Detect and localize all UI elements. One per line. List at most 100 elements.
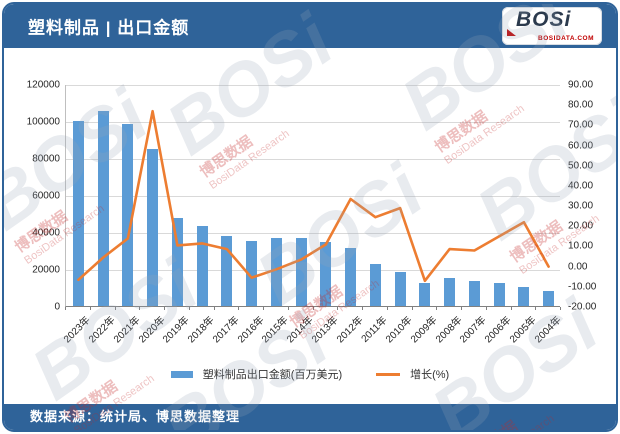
growth-line — [77, 109, 550, 283]
right-axis-labels: 90.00 80.00 70.00 60.00 50.00 40.00 30.00 20.00… — [568, 80, 616, 313]
x-axis-tick — [436, 307, 438, 310]
bar-2021年 — [122, 123, 134, 306]
x-axis-tick — [362, 307, 363, 310]
x-tick-label: 2012年 — [334, 314, 366, 346]
right-tick-label: 40.00 — [568, 180, 594, 192]
page-title: 塑料制品 | 出口金额 — [28, 18, 190, 38]
left-tick-label: 60000 — [32, 190, 60, 202]
legend: 塑料制品出口金额(百万美元) 增长(%) — [4, 366, 616, 382]
bar-2020年 — [147, 148, 159, 306]
right-tick-label: -20.00 — [568, 301, 597, 313]
legend-bar-label: 塑料制品出口金额(百万美元) — [202, 369, 343, 381]
x-axis-tick — [65, 307, 66, 310]
x-axis-tick — [411, 307, 413, 310]
bar-2016年 — [246, 240, 258, 306]
left-tick-label: 40000 — [32, 227, 60, 239]
x-axis-tick — [535, 307, 537, 310]
x-axis-tick — [139, 307, 141, 310]
right-tick-label: 80.00 — [568, 99, 594, 111]
bosi-logo: BOSi BOSIDATA.COM — [502, 7, 602, 45]
bar-2007年 — [468, 280, 480, 306]
x-axis-tick — [337, 307, 339, 310]
left-axis-labels: 120000 100000 80000 60000 40000 20000 0 — [4, 80, 60, 313]
gridline — [66, 270, 560, 271]
bar-2010年 — [394, 272, 406, 306]
data-source-text: 数据来源：统计局、博思数据整理 — [30, 409, 241, 424]
bar-2004年 — [543, 290, 555, 306]
bar-2018年 — [196, 226, 208, 306]
right-tick-label: 70.00 — [568, 119, 594, 131]
x-tick-label: 2014年 — [285, 314, 316, 346]
x-axis-tick — [560, 307, 561, 310]
x-axis-tick — [213, 307, 215, 310]
x-axis-tick — [188, 307, 190, 310]
right-tick-label: 10.00 — [568, 240, 594, 252]
x-tick-label: 2005年 — [507, 314, 539, 346]
bar-2022年 — [97, 110, 109, 306]
right-tick-label: 50.00 — [568, 160, 594, 172]
header-bar: 塑料制品 | 出口金额 BOSi BOSIDATA.COM — [4, 4, 616, 48]
gridline — [66, 233, 560, 234]
right-tick-label: 90.00 — [568, 79, 594, 91]
x-axis-tick — [164, 307, 165, 310]
bar-2023年 — [72, 121, 84, 306]
x-tick-label: 2006年 — [483, 314, 514, 346]
right-tick-label: 30.00 — [568, 200, 594, 212]
logo-text: BOSi — [516, 8, 572, 31]
x-tick-label: 2015年 — [260, 314, 291, 346]
bar-2006年 — [493, 283, 505, 306]
x-tick-label: 2013年 — [309, 314, 341, 346]
logo-flag-icon — [507, 29, 516, 36]
bar-2015年 — [270, 238, 282, 306]
x-axis-tick — [386, 307, 388, 310]
x-axis-tick — [287, 307, 289, 310]
bar-2011年 — [369, 264, 381, 306]
gridline — [66, 159, 560, 160]
bar-2012年 — [345, 248, 357, 306]
x-axis-tick — [89, 307, 91, 310]
plot-area — [65, 85, 560, 307]
legend-line-swatch — [376, 372, 401, 376]
bar-2014年 — [295, 238, 307, 306]
x-axis-tick — [263, 307, 264, 310]
x-axis-labels: 2023年 2022年 2021年 2020年 2019年 2018年 2017年 2016年… — [62, 307, 564, 361]
bar-2008年 — [444, 278, 456, 306]
gridline — [66, 85, 560, 86]
right-tick-label: 20.00 — [568, 220, 594, 232]
legend-line-label: 增长(%) — [410, 369, 450, 381]
bar-2017年 — [221, 236, 233, 306]
left-tick-label: 120000 — [26, 79, 60, 91]
footer-bar: 数据来源：统计局、博思数据整理 — [4, 404, 616, 430]
x-tick-label: 2018年 — [186, 314, 217, 346]
left-tick-label: 0 — [54, 301, 60, 313]
x-axis-tick — [510, 307, 512, 310]
bar-2019年 — [171, 218, 183, 306]
x-tick-label: 2016年 — [235, 314, 267, 346]
x-axis-tick — [114, 307, 116, 310]
right-tick-label: 0.00 — [568, 261, 588, 273]
x-axis-tick — [238, 307, 240, 310]
x-tick-label: 2017年 — [210, 314, 242, 346]
x-axis-tick — [312, 307, 314, 310]
x-tick-label: 2022年 — [87, 314, 118, 346]
bar-2013年 — [320, 241, 332, 306]
gridline — [66, 196, 560, 197]
bar-2005年 — [518, 286, 530, 306]
left-tick-label: 100000 — [26, 116, 60, 128]
x-tick-label: 2008年 — [433, 314, 465, 346]
x-axis-tick — [461, 307, 462, 310]
x-axis-tick — [485, 307, 487, 310]
right-tick-label: 60.00 — [568, 140, 594, 152]
left-tick-label: 80000 — [32, 153, 60, 165]
gridline — [66, 122, 560, 123]
x-tick-label: 2009年 — [408, 314, 440, 346]
x-tick-label: 2019年 — [161, 314, 192, 346]
x-tick-label: 2011年 — [359, 314, 390, 345]
x-tick-label: 2007年 — [458, 314, 489, 346]
legend-bar-swatch — [170, 370, 193, 378]
right-tick-label: -10.00 — [568, 281, 597, 293]
x-tick-label: 2004年 — [532, 314, 564, 346]
bar-2009年 — [419, 282, 431, 306]
x-tick-label: 2021年 — [111, 314, 143, 346]
